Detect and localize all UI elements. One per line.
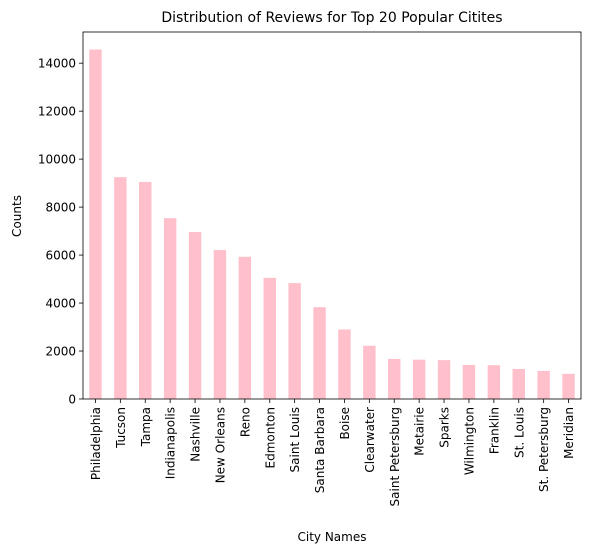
bar — [462, 364, 476, 399]
y-tick-label: 14000 — [38, 57, 76, 71]
y-tick-label: 12000 — [38, 105, 76, 119]
x-tick-label: St. Louis — [512, 407, 526, 458]
bars — [89, 49, 575, 399]
y-tick-label: 10000 — [38, 153, 76, 167]
y-tick-label: 0 — [68, 393, 76, 407]
x-tick-label: Clearwater — [363, 407, 377, 473]
x-tick-label: Franklin — [487, 407, 501, 454]
x-tick-label: Philadelphia — [89, 407, 103, 480]
x-tick-label: Tucson — [114, 407, 128, 449]
x-tick-label: Edmonton — [263, 407, 277, 469]
x-tick-label: Santa Barbara — [313, 407, 327, 493]
bar — [437, 360, 451, 399]
x-tick-label: Saint Petersburg — [388, 407, 402, 506]
bar — [512, 369, 525, 399]
x-tick-label: Reno — [238, 407, 252, 437]
chart-title: Distribution of Reviews for Top 20 Popul… — [161, 10, 502, 26]
bar — [562, 373, 575, 399]
bar — [313, 307, 326, 399]
bar — [338, 329, 351, 399]
bar — [238, 256, 252, 399]
bar — [537, 370, 550, 399]
y-tick-label: 6000 — [45, 249, 76, 263]
x-tick-label: Sparks — [438, 407, 452, 448]
y-tick-label: 8000 — [45, 201, 76, 215]
x-axis-ticks: Philadelphia Tucson Tampa Indianapolis Nashv… — [89, 399, 576, 506]
bar — [288, 283, 301, 399]
bar — [114, 177, 127, 399]
bar — [163, 218, 177, 399]
bar — [213, 250, 227, 399]
x-tick-label: Boise — [338, 407, 352, 440]
x-tick-label: Indianapolis — [164, 407, 178, 479]
x-tick-label: Metairie — [413, 407, 427, 456]
bar — [139, 181, 152, 399]
plot-frame — [82, 31, 582, 400]
bar — [363, 345, 376, 399]
x-tick-label: New Orleans — [213, 407, 227, 483]
x-tick-label: St. Petersburg — [537, 407, 551, 492]
bar — [263, 277, 276, 399]
x-axis-title: City Names — [298, 530, 367, 544]
x-tick-label: Nashville — [189, 407, 203, 462]
y-axis-title: Counts — [10, 195, 24, 237]
x-tick-label: Saint Louis — [288, 407, 302, 472]
bar — [388, 358, 401, 399]
x-tick-label: Meridian — [562, 407, 576, 459]
y-axis-ticks: 0 2000 4000 6000 8000 10000 12000 14000 — [38, 57, 83, 407]
x-tick-label: Wilmington — [462, 407, 476, 475]
y-tick-label: 4000 — [45, 297, 76, 311]
bar — [487, 365, 501, 399]
bar — [89, 49, 102, 399]
bar — [188, 232, 202, 399]
y-tick-label: 2000 — [45, 345, 76, 359]
x-tick-label: Tampa — [139, 407, 153, 447]
bar — [412, 359, 426, 399]
